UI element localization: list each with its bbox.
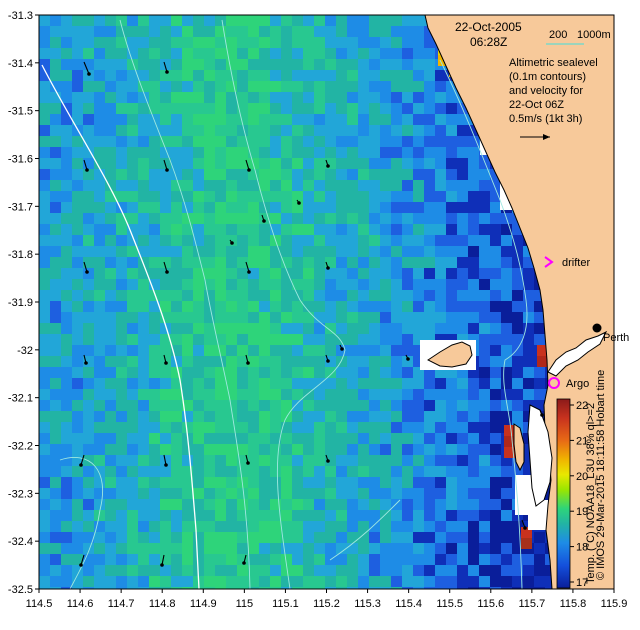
colorbar-tick-label: 20 [576, 471, 588, 483]
altimetry-line-5: 0.5m/s (1kt 3h) [509, 113, 582, 125]
y-tick-label: -32.5 [8, 584, 33, 596]
cockburn-sound-inlet [527, 404, 553, 507]
y-tick-label: -32.3 [8, 488, 33, 500]
y-tick-label: -31.9 [8, 297, 33, 309]
colorbar-tick-label: 21 [576, 435, 588, 447]
drifter-marker [544, 256, 554, 268]
y-tick-label: -32 [17, 345, 33, 357]
y-axis: -31.3 -31.4 -31.5 -31.6 -31.7 -31.8 -31.9 -32 -3… [8, 10, 39, 596]
x-tick-label: 114.9 [190, 598, 217, 610]
y-tick-label: -32.1 [8, 393, 33, 405]
x-tick-label: 115.8 [560, 598, 587, 610]
x-tick-label: 114.7 [108, 598, 135, 610]
x-tick-label: 115.4 [395, 598, 422, 610]
plot-area [39, 15, 614, 589]
contour-200m [439, 59, 528, 589]
sealevel-contour-2 [221, 19, 346, 589]
velocity-arrows [79, 61, 544, 567]
colorbar-gradient [556, 398, 571, 589]
x-tick-label: 114.5 [26, 598, 53, 610]
bathy-200-label: 200 [549, 29, 567, 41]
altimetry-line-2: (0.1m contours) [509, 71, 586, 83]
swan-river-estuary [547, 330, 608, 377]
bathy-1000-label: 1000m [577, 29, 611, 41]
y-tick-label: -31.6 [8, 154, 33, 166]
x-tick-label: 115.5 [436, 598, 463, 610]
argo-label: Argo [566, 378, 589, 390]
perth-label: Perth [603, 332, 629, 344]
colorbar-tick-label: 18 [576, 542, 588, 554]
y-tick-label: -31.8 [8, 249, 33, 261]
garden-island [513, 423, 525, 472]
perth-dot [592, 323, 602, 333]
x-tick-label: 115.7 [518, 598, 545, 610]
y-tick-label: -31.7 [8, 201, 33, 213]
drifter-label: drifter [562, 257, 590, 269]
colorbar: 22 21 20 19 18 17 Temp. (°C) NOAA18_L3U 38% q… [556, 398, 597, 589]
sealevel-contour-4 [329, 499, 401, 561]
y-tick-label: -32.2 [8, 441, 33, 453]
x-tick-label: 114.8 [149, 598, 176, 610]
credit-text: © IMOS 29-Mar-2015 18:11:58 Hobart time [595, 370, 607, 580]
altimetry-line-4: 22-Oct 06Z [509, 99, 564, 111]
contour-1000m [41, 64, 200, 589]
y-tick-label: -31.3 [8, 10, 33, 22]
date-label: 22-Oct-2005 [455, 20, 522, 34]
x-tick-label: 115.9 [601, 598, 628, 610]
x-axis: 114.5 114.6 114.7 114.8 114.9 115 115.1 115.2 11… [26, 589, 628, 610]
x-tick-label: 115.3 [354, 598, 381, 610]
x-tick-label: 115.2 [313, 598, 340, 610]
altimetry-line-3: and velocity for [509, 85, 583, 97]
scale-arrow-icon [520, 134, 550, 140]
colorbar-title: Temp. (°C) NOAA18_L3U 38% ql>=2 [585, 403, 597, 584]
rottnest-island [427, 341, 473, 368]
y-tick-label: -31.5 [8, 106, 33, 118]
x-tick-label: 114.6 [67, 598, 94, 610]
sealevel-contour-1 [119, 19, 251, 589]
altimetry-line-1: Altimetric sealevel [509, 57, 598, 69]
x-tick-label: 115.1 [272, 598, 299, 610]
y-tick-label: -31.4 [8, 58, 33, 70]
colorbar-tick-label: 17 [576, 577, 588, 589]
x-tick-label: 115 [236, 598, 254, 610]
argo-marker [548, 377, 560, 389]
time-label: 06:28Z [470, 35, 507, 49]
colorbar-ticks: 22 21 20 19 18 17 [570, 400, 588, 589]
colorbar-tick-label: 19 [576, 506, 588, 518]
x-tick-label: 115.6 [477, 598, 504, 610]
colorbar-tick-label: 22 [576, 400, 588, 412]
y-tick-label: -32.4 [8, 536, 33, 548]
